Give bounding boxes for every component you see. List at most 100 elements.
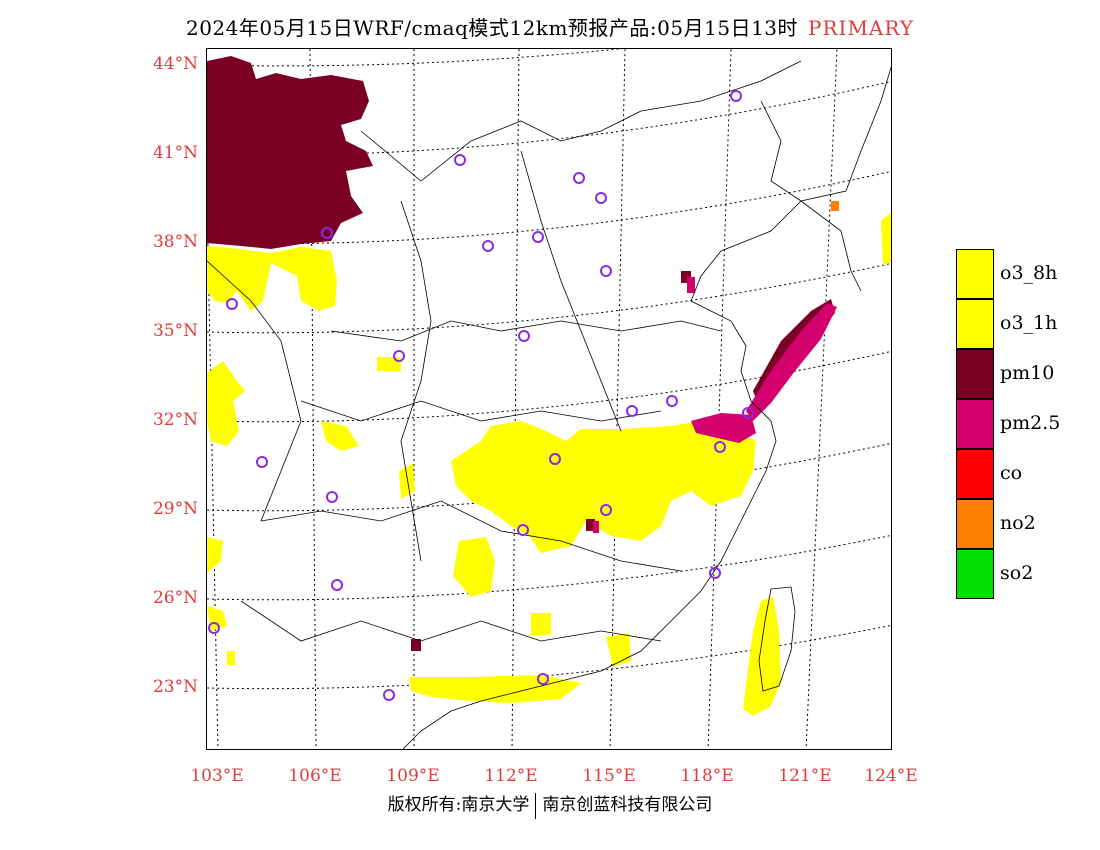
- station-marker: [600, 265, 612, 277]
- pm25-region-shandong: [687, 277, 695, 293]
- legend-label: co: [1000, 462, 1023, 484]
- legend-swatch: [956, 499, 994, 549]
- station-marker: [532, 231, 544, 243]
- o3-region-west-sichuan: [207, 361, 245, 446]
- lon-label-103: 103°E: [190, 766, 244, 786]
- o3-region-guizhou: [399, 463, 415, 499]
- lon-label-109: 109°E: [386, 766, 440, 786]
- pollutant-legend: o3_8h o3_1h pm10 pm2.5 co no2 so2: [956, 249, 1096, 599]
- station-marker: [573, 172, 585, 184]
- lon-line-118: [707, 49, 732, 749]
- o3-region-yunnan: [207, 537, 223, 573]
- o3-region-southwest: [207, 606, 227, 631]
- legend-label: so2: [1000, 562, 1034, 584]
- lon-label-118: 118°E: [680, 766, 734, 786]
- legend-item-pm10: pm10: [956, 349, 1096, 399]
- lat-label-29: 29°N: [152, 499, 198, 519]
- o3-region-guangxi: [606, 633, 631, 667]
- pm10-region-hunan: [586, 519, 595, 531]
- lat-line-44: [207, 49, 624, 67]
- lat-label-41: 41°N: [152, 143, 198, 163]
- legend-swatch: [956, 449, 994, 499]
- o3-region-taiwan: [743, 597, 781, 716]
- lon-line-121: [805, 49, 838, 749]
- lat-label-26: 26°N: [152, 588, 198, 608]
- province-lines-sw: [240, 600, 662, 642]
- legend-item-pm25: pm2.5: [956, 399, 1096, 449]
- o3-region-northwest: [207, 246, 337, 311]
- lat-label-35: 35°N: [152, 321, 198, 341]
- legend-label: no2: [1000, 512, 1036, 534]
- no2-regions: [831, 201, 839, 211]
- province-lines-south: [260, 500, 682, 572]
- station-marker: [256, 456, 268, 468]
- pm10-regions: [207, 56, 835, 651]
- pm10-region-inner-mongolia: [207, 56, 373, 249]
- yangtze-area-lines: [300, 400, 662, 422]
- station-marker: [742, 407, 754, 419]
- o3-region-shaanxi: [377, 357, 401, 371]
- lat-line-29: [207, 442, 891, 512]
- province-lines-central: [330, 320, 722, 342]
- map-area: [206, 48, 892, 750]
- province-lines-north: [360, 60, 802, 182]
- o3-region-central: [451, 421, 756, 553]
- copyright-owner: 版权所有:南京大学: [387, 795, 530, 815]
- station-marker: [730, 90, 742, 102]
- lon-line-112: [511, 49, 520, 749]
- west-lines: [207, 260, 302, 522]
- lat-line-35: [207, 262, 891, 334]
- no2-region-dalian: [831, 201, 839, 211]
- pm25-regions: [593, 277, 837, 533]
- pm25-region-delta: [691, 413, 756, 443]
- legend-label: o3_1h: [1000, 312, 1058, 334]
- copyright-footer: 版权所有:南京大学 南京创蓝科技有限公司: [0, 790, 1100, 819]
- station-marker: [517, 524, 529, 536]
- lat-line-26: [207, 534, 891, 601]
- east-mid-lines: [520, 150, 622, 432]
- o3-regions: [207, 212, 891, 716]
- forecast-map: [207, 49, 891, 749]
- station-marker: [482, 240, 494, 252]
- station-markers: [208, 90, 754, 701]
- station-marker: [549, 453, 561, 465]
- lat-label-38: 38°N: [152, 232, 198, 252]
- lon-label-112: 112°E: [484, 766, 538, 786]
- lon-label-106: 106°E: [288, 766, 342, 786]
- legend-swatch: [956, 349, 994, 399]
- station-marker: [666, 395, 678, 407]
- station-marker: [226, 298, 238, 310]
- boundaries: [207, 60, 891, 749]
- o3-region-sichuan-west: [227, 651, 235, 665]
- station-marker: [600, 504, 612, 516]
- primary-pollutant-tag: PRIMARY: [808, 16, 915, 40]
- o3-region-guangdong: [409, 675, 581, 703]
- lat-line-23: [207, 624, 891, 690]
- o3-region-east-coast: [881, 212, 891, 265]
- legend-swatch: [956, 549, 994, 599]
- lat-label-44: 44°N: [152, 54, 198, 74]
- map-title: 2024年05月15日WRF/cmaq模式12km预报产品:05月15日13时: [185, 16, 799, 40]
- pm25-region-hubei: [593, 521, 599, 533]
- coastline: [402, 66, 891, 749]
- station-marker: [714, 441, 726, 453]
- legend-swatch: [956, 399, 994, 449]
- lat-label-23: 23°N: [152, 677, 198, 697]
- lon-label-121: 121°E: [778, 766, 832, 786]
- station-marker: [393, 350, 405, 362]
- map-title-bar: 2024年05月15日WRF/cmaq模式12km预报产品:05月15日13时 P…: [0, 12, 1100, 41]
- station-marker: [383, 689, 395, 701]
- pm25-region-plume: [746, 303, 837, 421]
- legend-item-o3-8h: o3_8h: [956, 249, 1096, 299]
- station-marker: [626, 405, 638, 417]
- lat-line-32: [207, 350, 891, 423]
- graticule-longitudes: [207, 49, 838, 749]
- legend-label: pm2.5: [1000, 412, 1061, 434]
- station-marker: [709, 567, 721, 579]
- footer-divider: [535, 792, 537, 819]
- o3-region-hunan: [453, 537, 495, 597]
- legend-item-so2: so2: [956, 549, 1096, 599]
- legend-swatch: [956, 249, 994, 299]
- pm10-region-guangxi: [411, 639, 421, 651]
- station-marker: [454, 154, 466, 166]
